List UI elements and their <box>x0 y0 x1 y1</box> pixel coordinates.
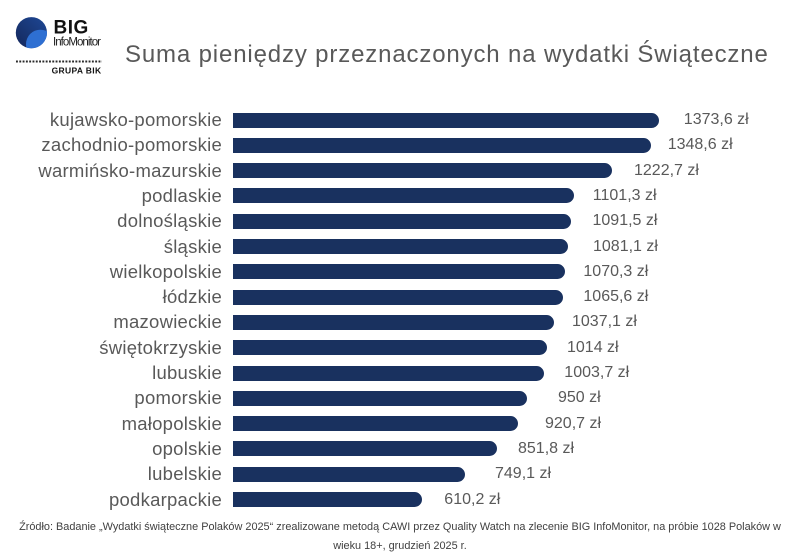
svg-text:BIG: BIG <box>54 17 89 38</box>
svg-text:GRUPA BIK: GRUPA BIK <box>52 66 102 76</box>
svg-text:InfoMonitor: InfoMonitor <box>53 36 101 48</box>
